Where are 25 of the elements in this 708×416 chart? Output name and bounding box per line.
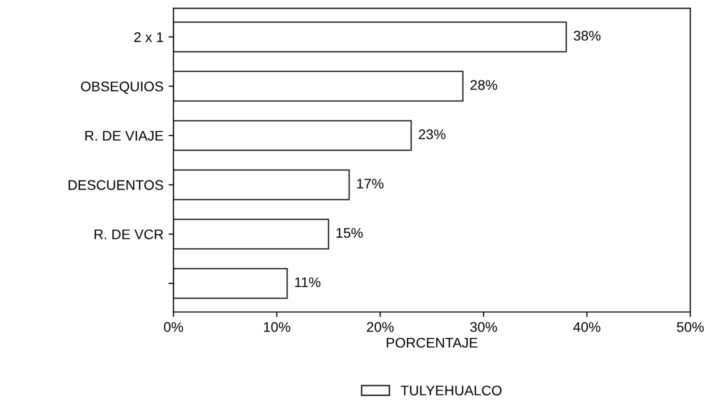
x-tick-label: 30% <box>470 322 497 332</box>
data-label: 11% <box>295 277 320 288</box>
y-tick-label: R. DE VCR <box>94 229 164 240</box>
bar <box>173 169 350 200</box>
y-tick-label: R. DE VIAJE <box>85 130 164 141</box>
x-tick-label: 20% <box>366 322 394 332</box>
x-tick-label: 10% <box>264 322 290 332</box>
data-label: 23% <box>418 129 446 140</box>
bar <box>173 268 288 299</box>
y-tick-label: 2 x 1 <box>134 32 164 42</box>
bar <box>173 70 464 102</box>
data-label: 15% <box>336 228 363 238</box>
y-tick-label: DESCUENTOS <box>68 180 164 190</box>
y-tick-label: OBSEQUIOS <box>81 82 164 94</box>
x-tick-label: 50% <box>676 322 704 332</box>
data-label: 28% <box>470 80 498 90</box>
x-tick-label: 40% <box>573 322 600 332</box>
x-axis-title: PORCENTAJE <box>386 338 478 348</box>
legend-label: TULYEHUALCO <box>400 386 502 396</box>
data-label: 17% <box>357 178 384 188</box>
bar <box>173 218 330 250</box>
data-label: 38% <box>574 30 601 41</box>
bar <box>173 22 567 52</box>
bar <box>173 120 412 151</box>
x-tick-label: 0% <box>164 322 184 332</box>
